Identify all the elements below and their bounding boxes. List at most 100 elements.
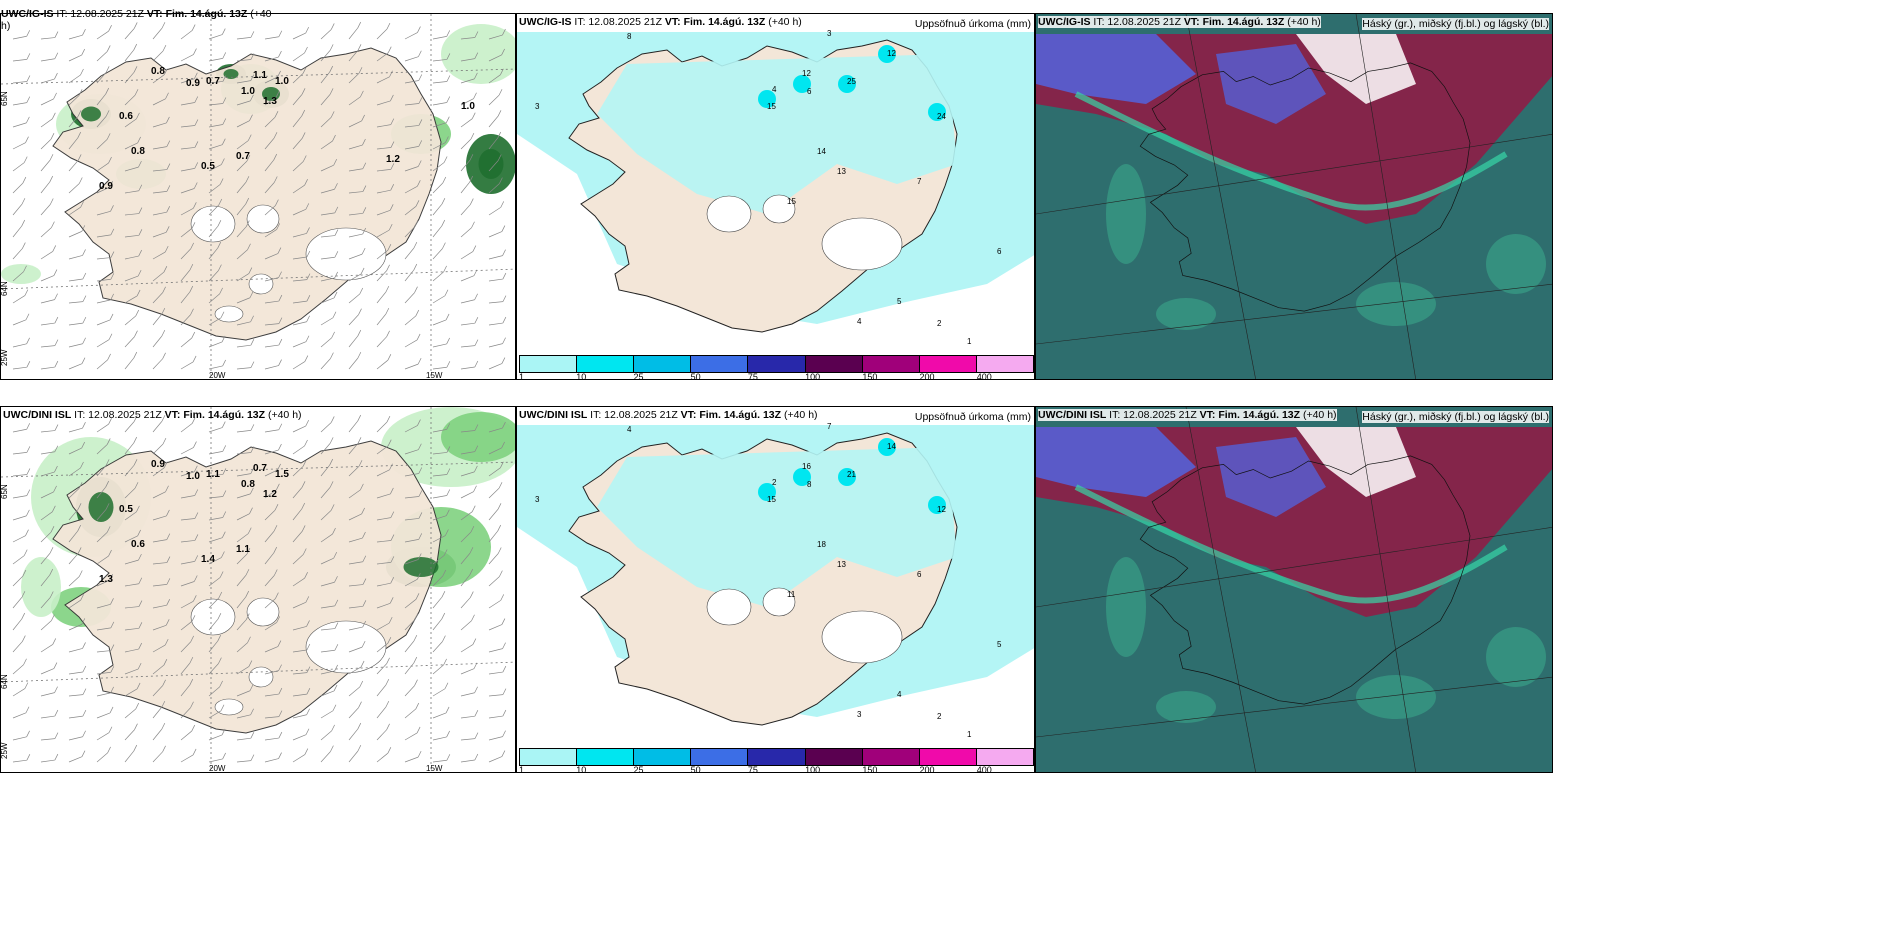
wind-barb-flag — [110, 666, 115, 673]
wind-barb — [12, 535, 26, 543]
panel-title-bottom-right: Háský (gr.), miðský (fj.bl.) og lágský (… — [1362, 411, 1549, 423]
wind-barb-flag — [278, 710, 283, 717]
wind-barb — [292, 184, 305, 194]
wind-barb-flag — [474, 424, 479, 431]
wind-barb — [236, 344, 251, 348]
colorbar-tick-label: 400 — [976, 765, 992, 773]
wind-barb-flag — [105, 87, 110, 95]
wind-barb-flag — [133, 43, 138, 51]
wind-barb-flag — [390, 163, 395, 170]
wind-barb — [320, 50, 331, 62]
wind-barb-flag — [217, 220, 222, 227]
wind-barb — [432, 712, 447, 719]
wind-barb — [12, 474, 27, 477]
wind-barb — [488, 94, 500, 106]
wind-barb — [152, 664, 165, 675]
wind-barb — [12, 736, 27, 741]
wind-barb — [124, 234, 139, 238]
wind-barb — [432, 641, 443, 653]
wind-barb — [488, 322, 503, 326]
wind-barb-flag — [469, 154, 474, 161]
wind-barb — [404, 226, 415, 238]
wind-barb-flag — [54, 709, 59, 717]
wind-barb — [292, 754, 306, 763]
wind-barb — [264, 229, 277, 238]
grid-line — [1036, 134, 1552, 215]
precip-land-area — [597, 447, 957, 607]
wind-barb — [40, 715, 55, 719]
wind-barb — [40, 181, 50, 194]
wind-barb-flag — [217, 634, 222, 642]
wind-barb-flag — [190, 701, 194, 708]
wind-barb — [320, 670, 335, 675]
wind-barb-flag — [25, 313, 30, 320]
low-cloud-patch — [1486, 627, 1546, 687]
wind-barb-flag — [273, 132, 278, 139]
wind-barb-flag — [390, 556, 395, 563]
wind-barb-flag — [247, 527, 252, 534]
wind-barb-flag — [108, 726, 113, 733]
wind-barb — [12, 641, 23, 653]
wind-barb — [96, 299, 111, 304]
wind-barb-flag — [133, 351, 138, 359]
wind-barb-flag — [418, 119, 423, 126]
wind-barb-flag — [390, 94, 394, 102]
wind-barb-flag — [80, 594, 84, 601]
wind-barb — [404, 56, 419, 62]
wind-barb — [152, 491, 166, 499]
wind-barb-flag — [500, 201, 505, 208]
wind-barb-flag — [416, 573, 421, 580]
wind-barb — [12, 102, 27, 106]
wind-barb-flag — [444, 682, 449, 689]
wind-barb-flag — [413, 241, 418, 249]
wind-barb — [376, 469, 390, 477]
wind-barb-flag — [360, 267, 365, 275]
wind-barb — [376, 336, 387, 348]
wind-barb — [124, 750, 135, 763]
precip-land-area — [597, 54, 957, 214]
wind-barb-flag — [414, 679, 418, 686]
wind-barb — [404, 425, 418, 433]
wind-barb-flag — [446, 730, 450, 738]
wind-barb-flag — [273, 153, 278, 161]
wind-barb-flag — [110, 598, 114, 605]
wind-barb — [208, 34, 223, 40]
wind-barb-flag — [192, 748, 197, 756]
wind-barb-flag — [443, 549, 448, 556]
wind-barb-flag — [221, 728, 226, 736]
wind-barb — [432, 515, 447, 521]
wind-barb-flag — [137, 662, 142, 670]
wind-barb — [292, 577, 305, 587]
wind-barb — [152, 292, 163, 304]
wind-barb-flag — [304, 748, 309, 755]
wind-barb-flag — [166, 140, 171, 147]
wind-barb — [460, 574, 470, 587]
wind-barb-flag — [329, 481, 334, 488]
wind-barb — [68, 363, 83, 370]
wind-barb-flag — [278, 731, 283, 739]
wind-barb-flag — [81, 441, 86, 449]
precip-value-label: 14 — [817, 147, 826, 156]
wind-barb-flag — [362, 578, 367, 585]
rain-value-label: 1.3 — [263, 96, 277, 107]
wind-barb-flag — [417, 160, 422, 167]
wind-barb-flag — [277, 70, 281, 78]
wind-barb — [488, 74, 501, 84]
wind-barb — [12, 452, 27, 455]
wind-barb-flag — [360, 660, 365, 668]
wind-barb — [432, 596, 443, 609]
wind-barb — [180, 621, 193, 631]
wind-barb-flag — [49, 568, 54, 576]
wind-barb-flag — [275, 592, 279, 599]
wind-barb-flag — [190, 308, 194, 315]
wind-barb-flag — [245, 197, 250, 205]
wind-barb — [460, 531, 472, 543]
wind-barb-flag — [385, 307, 390, 315]
wind-barb-flag — [301, 525, 306, 532]
precip-value-label: 15 — [767, 102, 776, 111]
colorbar-segment — [805, 356, 863, 372]
wind-barb — [320, 29, 332, 40]
wind-barb — [460, 715, 475, 719]
wind-barb — [432, 555, 445, 565]
wind-barb — [96, 359, 108, 370]
